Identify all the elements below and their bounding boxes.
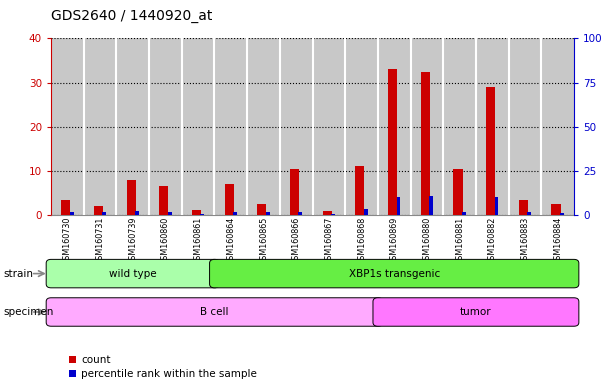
Bar <box>331 214 335 215</box>
Bar <box>519 200 528 215</box>
Bar <box>51 38 84 215</box>
Bar <box>149 38 182 215</box>
Bar <box>135 210 139 215</box>
Bar <box>453 169 463 215</box>
Bar <box>345 38 378 215</box>
Text: GDS2640 / 1440920_at: GDS2640 / 1440920_at <box>51 9 213 23</box>
Bar <box>225 184 234 215</box>
Bar <box>70 212 74 215</box>
Bar <box>84 38 117 215</box>
Bar <box>192 210 201 215</box>
Text: strain: strain <box>3 268 33 279</box>
Bar <box>429 197 433 215</box>
Bar <box>233 212 237 215</box>
Bar <box>323 210 332 215</box>
Bar <box>215 38 247 215</box>
Bar <box>299 212 302 215</box>
Bar <box>355 167 364 215</box>
FancyBboxPatch shape <box>46 259 219 288</box>
Bar <box>102 212 106 215</box>
Bar <box>257 204 266 215</box>
Bar <box>542 38 574 215</box>
Text: B cell: B cell <box>200 307 229 317</box>
FancyBboxPatch shape <box>46 298 383 326</box>
Bar <box>61 200 70 215</box>
Bar <box>280 38 313 215</box>
Bar <box>247 38 280 215</box>
Bar <box>421 71 430 215</box>
Bar <box>527 212 531 215</box>
Bar <box>410 38 443 215</box>
Bar <box>560 213 564 215</box>
Bar <box>462 212 466 215</box>
Bar <box>117 38 149 215</box>
Bar <box>551 204 561 215</box>
Bar <box>200 214 204 215</box>
Bar <box>94 206 103 215</box>
Bar <box>495 197 498 215</box>
FancyBboxPatch shape <box>373 298 579 326</box>
Text: percentile rank within the sample: percentile rank within the sample <box>81 369 257 379</box>
Text: wild type: wild type <box>109 268 157 279</box>
Bar <box>266 212 270 215</box>
Bar <box>388 70 397 215</box>
Bar <box>159 186 168 215</box>
Bar <box>486 87 495 215</box>
Bar <box>182 38 215 215</box>
Text: count: count <box>81 355 111 365</box>
Bar <box>443 38 476 215</box>
Bar <box>508 38 542 215</box>
Bar <box>290 169 299 215</box>
Bar <box>397 197 400 215</box>
Bar <box>364 209 368 215</box>
FancyBboxPatch shape <box>210 259 579 288</box>
Bar <box>378 38 410 215</box>
Bar <box>313 38 345 215</box>
Text: tumor: tumor <box>460 307 492 317</box>
Bar <box>127 180 136 215</box>
Text: XBP1s transgenic: XBP1s transgenic <box>349 268 440 279</box>
Text: specimen: specimen <box>3 307 53 317</box>
Bar <box>168 212 172 215</box>
Bar <box>476 38 508 215</box>
